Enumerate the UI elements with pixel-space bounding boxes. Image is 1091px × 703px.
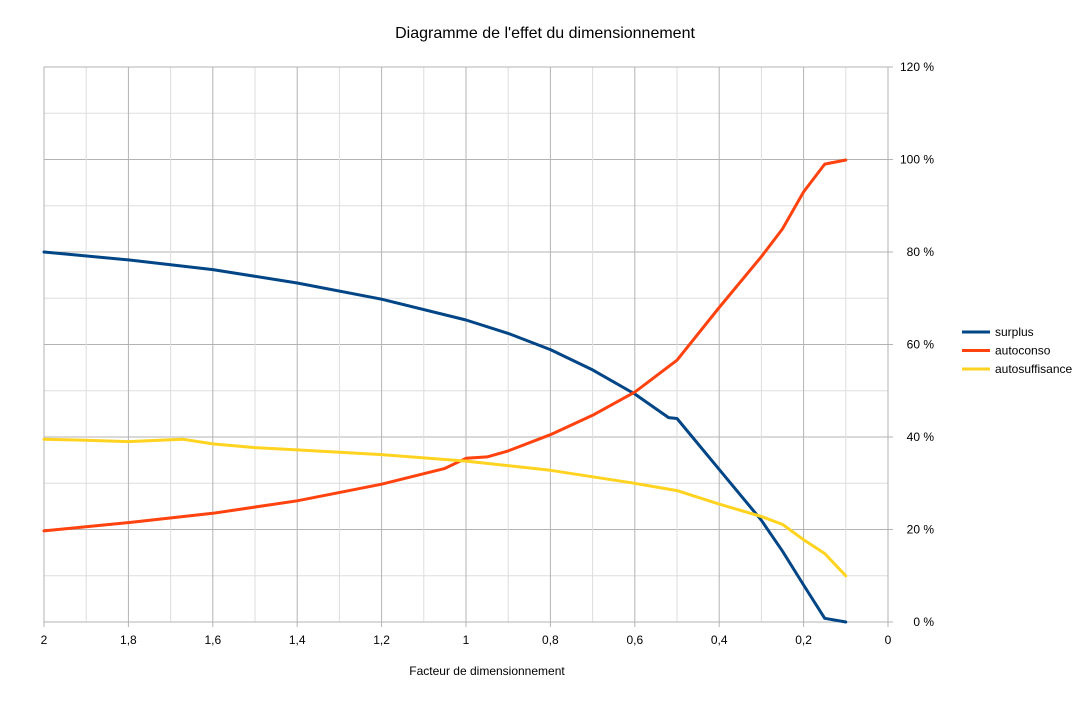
series-line-autoconso bbox=[42, 158, 848, 533]
series-line-autosuffisance bbox=[42, 437, 848, 578]
x-tick-label: 1,4 bbox=[289, 633, 306, 647]
x-tick-label: 0,4 bbox=[711, 633, 728, 647]
x-axis: 2 1,8 1,6 1,4 1,2 1 0,8 0,6 0,4 0,2 0 bbox=[41, 622, 892, 647]
legend-label-autosuffisance: autosuffisance bbox=[995, 362, 1072, 376]
x-tick-label: 0,8 bbox=[542, 633, 559, 647]
series-line-surplus bbox=[42, 250, 848, 624]
grid bbox=[43, 66, 889, 623]
y-tick-label: 120 % bbox=[900, 60, 934, 74]
x-tick-label: 2 bbox=[41, 633, 48, 647]
x-tick-label: 0,2 bbox=[795, 633, 812, 647]
chart-title: Diagramme de l'effet du dimensionnement bbox=[395, 25, 695, 42]
x-tick-label: 1,2 bbox=[373, 633, 390, 647]
legend-label-autoconso: autoconso bbox=[995, 344, 1051, 358]
y-axis: 0 % 20 % 40 % 60 % 80 % 100 % 120 % bbox=[888, 60, 934, 629]
y-tick-label: 100 % bbox=[900, 153, 934, 167]
y-tick-label: 60 % bbox=[907, 338, 935, 352]
series-lines bbox=[42, 158, 848, 624]
x-axis-title: Facteur de dimensionnement bbox=[409, 664, 565, 678]
x-tick-label: 1,6 bbox=[204, 633, 221, 647]
x-tick-label: 0 bbox=[885, 633, 892, 647]
x-tick-label: 1,8 bbox=[120, 633, 137, 647]
legend-label-surplus: surplus bbox=[995, 325, 1034, 339]
y-tick-label: 20 % bbox=[907, 523, 935, 537]
y-tick-label: 0 % bbox=[913, 615, 934, 629]
x-tick-label: 0,6 bbox=[626, 633, 643, 647]
x-tick-label: 1 bbox=[463, 633, 470, 647]
y-tick-label: 40 % bbox=[907, 430, 935, 444]
legend: surplus autoconso autosuffisance bbox=[962, 325, 1072, 376]
y-tick-label: 80 % bbox=[907, 245, 935, 259]
